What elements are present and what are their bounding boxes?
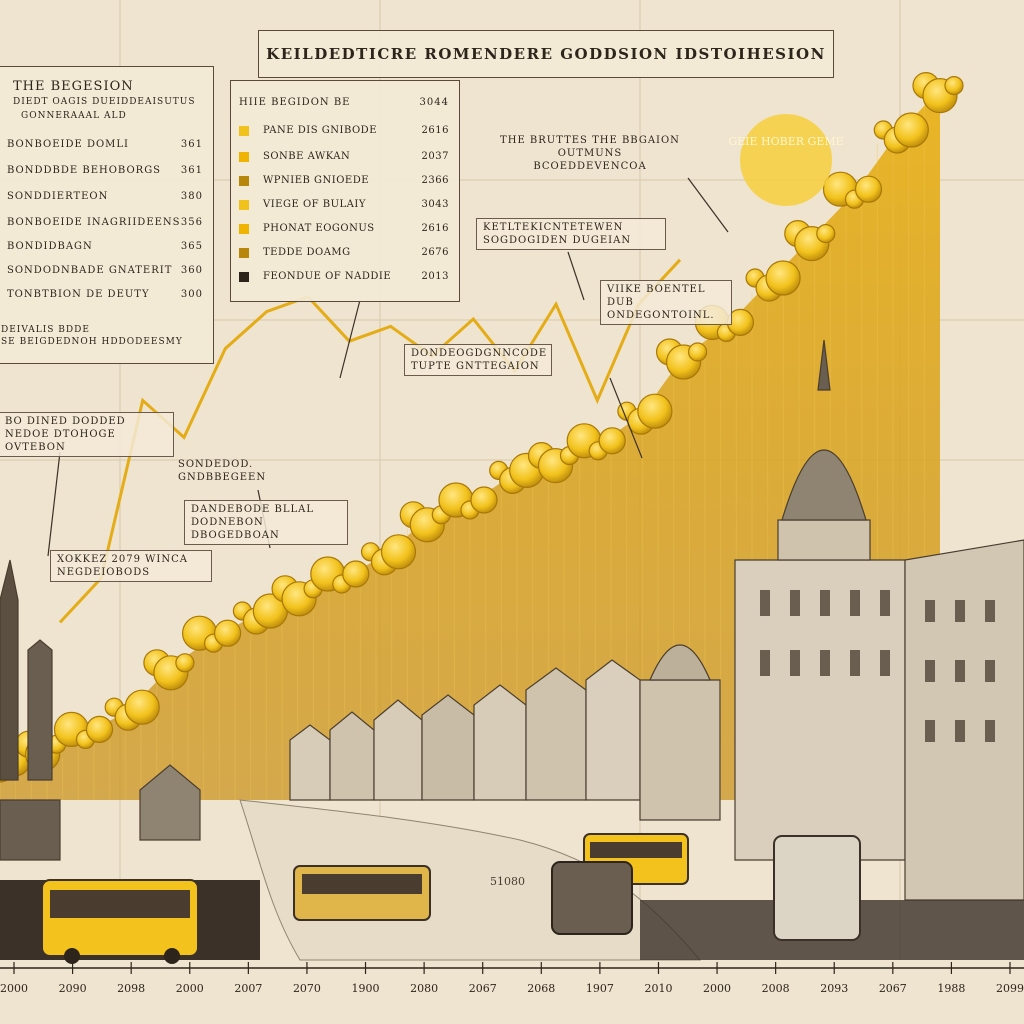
legend-mid: HIIE BEGIDON BE 3044 PANE DIS GNIBODE 2616…	[230, 80, 460, 302]
x-tick-label: 2070	[293, 982, 321, 995]
ann-left-mid: BO DINED DODDED NEDOE DTOHOGE OVTEBON	[0, 412, 174, 457]
coin-marker	[893, 112, 929, 148]
coin-marker	[342, 560, 370, 588]
x-tick-label: 2000	[176, 982, 204, 995]
chart-title: KEILDEDTICRE ROMENDERE GODDSION IDSTOIHE…	[258, 30, 834, 78]
coin-marker	[85, 715, 114, 744]
x-tick-label: 2099	[996, 982, 1024, 995]
legend-left-row: BONBOEIDE DOMLI 361	[7, 139, 203, 150]
legend-left-row: SONDDIERTEON 380	[7, 191, 203, 202]
legend-swatch	[239, 175, 249, 186]
legend-swatch	[239, 247, 249, 258]
legend-mid-row: PHONAT EOGONUS 2616	[239, 223, 449, 234]
x-tick-label: 2090	[59, 982, 87, 995]
x-tick-label: 2067	[879, 982, 907, 995]
x-tick-label: 2098	[117, 982, 145, 995]
legend-left-heading: THE BEGESION	[13, 79, 134, 94]
x-tick-label: 1988	[937, 982, 965, 995]
coin-markers	[0, 71, 964, 783]
x-tick-label: 2067	[469, 982, 497, 995]
legend-left-sub1: DIEDT OAGIS DUEIDDEAISUTUS	[13, 97, 196, 107]
legend-left-row: TONBTBION DE DEUTY 300	[7, 289, 203, 300]
legend-left-foot1: DEIVALIS BDDE	[1, 325, 90, 335]
x-tick-label: 2000	[703, 982, 731, 995]
tram-center	[293, 865, 431, 921]
x-tick-label: 2093	[820, 982, 848, 995]
legend-swatch	[239, 125, 249, 136]
x-tick-label: 2000	[0, 982, 28, 995]
legend-left-row: BONDIDBAGN 365	[7, 241, 203, 252]
x-tick-label: 2010	[644, 982, 672, 995]
gold-area-series	[0, 89, 940, 801]
legend-left-sub2: GONNERAAAL ALD	[21, 111, 127, 121]
ann-right-low: VIIKE BOENTEL DUB ONDEGONTOINL.	[600, 280, 732, 325]
ann-right-mid: KETLTEKICNTETEWEN SOGDOGIDEN DUGEIAN	[476, 218, 666, 250]
legend-mid-heading: HIIE BEGIDON BE 3044	[239, 97, 449, 108]
ann-lower-center: SONDEDOD. GNDBBEGEEN	[178, 459, 267, 483]
gold-seal: GEIE HOBER GEME	[728, 114, 844, 206]
legend-swatch	[239, 151, 249, 162]
coin-marker	[124, 689, 160, 725]
coin-marker	[637, 393, 673, 429]
x-tick-label: 2080	[410, 982, 438, 995]
legend-left: THE BEGESION DIEDT OAGIS DUEIDDEAISUTUS …	[0, 66, 214, 364]
x-tick-label: 2008	[762, 982, 790, 995]
legend-mid-row: FEONDUE OF NADDIE 2013	[239, 271, 449, 282]
x-tick-label: 2007	[234, 982, 262, 995]
legend-swatch	[239, 223, 249, 234]
legend-left-foot2: SE BEIGDEDNOH HDDODEESMY	[1, 337, 183, 347]
legend-mid-row: WPNIEB GNIOEDE 2366	[239, 175, 449, 186]
legend-swatch	[239, 271, 249, 282]
coin-marker	[944, 75, 964, 96]
city-skyline	[0, 339, 1024, 901]
coin-marker	[687, 342, 708, 362]
ann-right-top: THE BRUTTES THE BBGAION OUTMUNS BCOEDDEV…	[500, 135, 680, 172]
legend-mid-row: VIEGE OF BULAIY 3043	[239, 199, 449, 210]
ann-lower-center2: DANDEBODE BLLAL DODNEBON DBOGEDBOAN	[184, 500, 348, 545]
bus-gray	[551, 835, 861, 941]
coin-marker	[765, 260, 801, 296]
legend-swatch	[239, 199, 249, 210]
coin-marker	[175, 653, 195, 673]
legend-mid-row: SONBE AWKAN 2037	[239, 151, 449, 162]
legend-mid-row: TEDDE DOAMG 2676	[239, 247, 449, 258]
legend-left-row: SONDODNBADE GNATERIT 360	[7, 265, 203, 276]
seal-text: GEIE HOBER GEME	[728, 135, 843, 148]
river-sign: 51080	[490, 875, 525, 888]
x-tick-label: 1900	[352, 982, 380, 995]
coin-marker	[854, 175, 883, 203]
ann-center: DONDEOGDGNNCODE TUPTE GNTTEGAION	[404, 344, 552, 376]
coin-marker	[380, 534, 417, 570]
x-tick-label: 2068	[527, 982, 555, 995]
ann-lower-left: XOKKEZ 2079 WINCA NEGDEIOBODS	[50, 550, 212, 582]
bus-left	[41, 879, 199, 964]
legend-left-row: BONBOEIDE INAGRIIDEENS 356	[7, 217, 203, 228]
coin-marker	[470, 486, 498, 514]
legend-left-row: BONDDBDE BEHOBORGS 361	[7, 165, 203, 176]
coin-marker	[816, 224, 836, 244]
x-tick-label: 1907	[586, 982, 614, 995]
coin-marker	[214, 619, 242, 647]
x-ticks: 2000 2090 2098 2000 2007 2070 1900 2080 2067 2068…	[0, 962, 1024, 995]
coin-marker	[598, 427, 626, 455]
legend-mid-row: PANE DIS GNIBODE 2616	[239, 125, 449, 136]
